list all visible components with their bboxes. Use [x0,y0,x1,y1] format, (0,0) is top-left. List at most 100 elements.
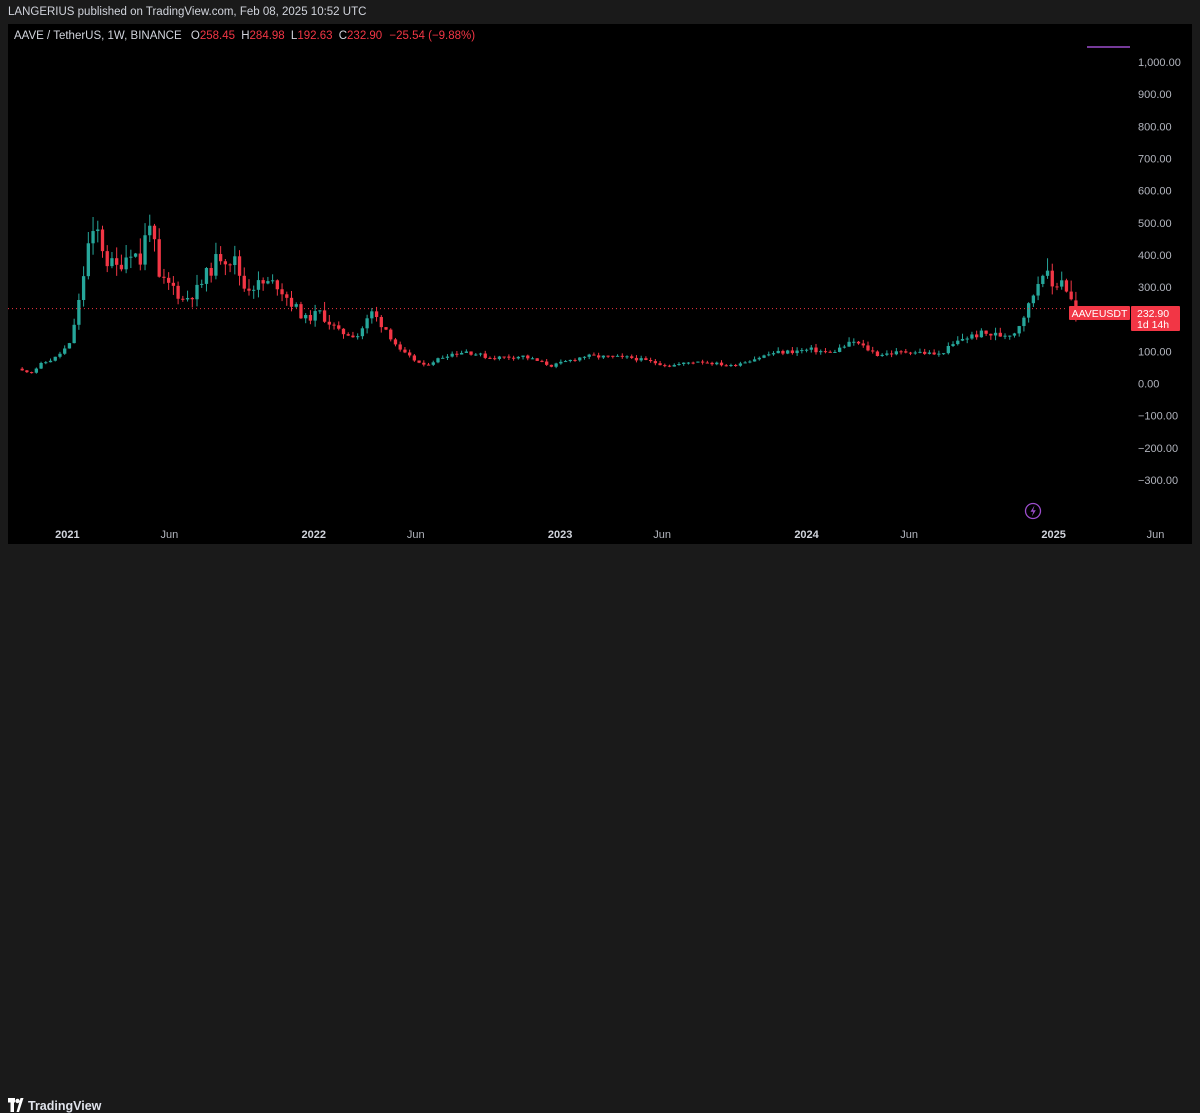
candle-body [81,276,86,300]
candle-body [200,283,204,285]
candle-body [280,289,284,295]
candle-body [407,352,412,356]
candle-body [568,359,572,362]
footer-bar: TradingView [0,546,1200,1113]
symbol-legend: AAVE / TetherUS, 1W, BINANCE O258.45 H28… [14,30,475,42]
candle-body [138,253,142,265]
candle-body [975,334,979,338]
candle-body [729,365,733,367]
candle-body [700,361,705,363]
time-axis[interactable]: 2021 Jun 2022 Jun 2023 Jun 2024 Jun 2025 Jun [55,529,1164,541]
candle-body [464,351,468,353]
candle-body [866,345,870,351]
candle-body [455,353,459,355]
candle-body [696,361,700,363]
candle-body [29,372,34,374]
candle-body [1008,335,1012,337]
candle-body [374,311,379,318]
candle-body [337,325,341,329]
candle-body [289,297,294,307]
candle-body [667,365,672,367]
candle-body [327,321,331,325]
candle-body [1055,286,1059,288]
candle-body [545,361,549,365]
candle-body [724,365,728,367]
candle-body [1026,303,1031,318]
legend-change: −25.54 (−9.88%) [389,30,476,42]
candle-body [185,298,190,300]
candle-body [214,254,218,276]
candle-body [1060,280,1064,287]
candle-body [615,355,620,357]
x-tick-label: Jun [160,529,178,541]
candle-body [294,304,298,307]
legend-high-value: 284.98 [249,30,285,42]
candle-body [322,310,327,322]
tradingview-brand[interactable]: TradingView [28,1099,102,1113]
legend-open-label: O [190,30,200,42]
candle-body [356,336,360,338]
candle-body [44,362,48,364]
candle-body [904,351,908,353]
candle-body [639,358,643,361]
candle-body [1069,291,1073,300]
tradingview-logo-icon[interactable] [8,1098,24,1112]
candle-body [119,264,124,270]
candle-body [360,328,365,337]
candle-body [748,361,752,363]
candle-body [318,310,322,312]
candle-body [535,358,539,361]
candle-body [606,355,610,357]
candle-body [592,354,596,356]
candle-body [715,362,719,365]
candle-body [587,354,591,357]
candle-body [181,298,185,300]
candle-body [663,365,667,367]
candle-body [686,362,691,364]
candle-body [148,225,152,236]
candle-body [927,352,932,354]
y-tick-label: 800.00 [1138,121,1172,133]
candle-body [299,304,303,319]
candle-body [648,359,653,362]
candle-body [814,347,818,353]
candle-body [195,284,199,300]
candle-body [757,357,761,360]
publish-line: LANGERIUS published on TradingView.com, … [8,6,367,18]
candle-body [946,345,950,354]
y-tick-label: −200.00 [1138,443,1178,455]
candle-body [611,355,615,357]
candle-body [677,363,681,365]
candle-body [252,289,256,291]
price-tag-countdown: 1d 14h [1137,319,1169,331]
chart-panel[interactable] [8,24,1192,544]
candle-body [682,362,686,364]
candlestick-chart[interactable]: 1,000.00 900.00 800.00 700.00 600.00 500.00 40… [0,0,1200,574]
candle-body [1012,333,1017,336]
y-tick-label: 500.00 [1138,218,1172,230]
candle-body [880,354,884,356]
candle-body [549,364,554,367]
y-tick-label: 1,000.00 [1138,57,1181,69]
candle-body [923,351,927,354]
candle-body [960,338,965,341]
candle-body [691,362,695,364]
candle-body [526,355,530,359]
candle-body [266,281,270,284]
y-tick-label: −100.00 [1138,411,1178,423]
candle-body [965,338,969,340]
lightning-icon[interactable] [1024,502,1042,520]
candle-body [993,332,998,336]
price-axis[interactable]: 1,000.00 900.00 800.00 700.00 600.00 500.00 40… [1138,57,1181,487]
candle-body [578,357,582,361]
candle-body [516,356,520,359]
candle-body [469,351,473,355]
y-tick-label: 600.00 [1138,186,1172,198]
candle-body [133,253,138,257]
candle-body [833,351,837,353]
legend-high-label: H [241,30,250,42]
candle-body [20,368,24,371]
candle-body [861,343,865,346]
y-tick-label: 100.00 [1138,346,1172,358]
candle-body [346,334,350,336]
